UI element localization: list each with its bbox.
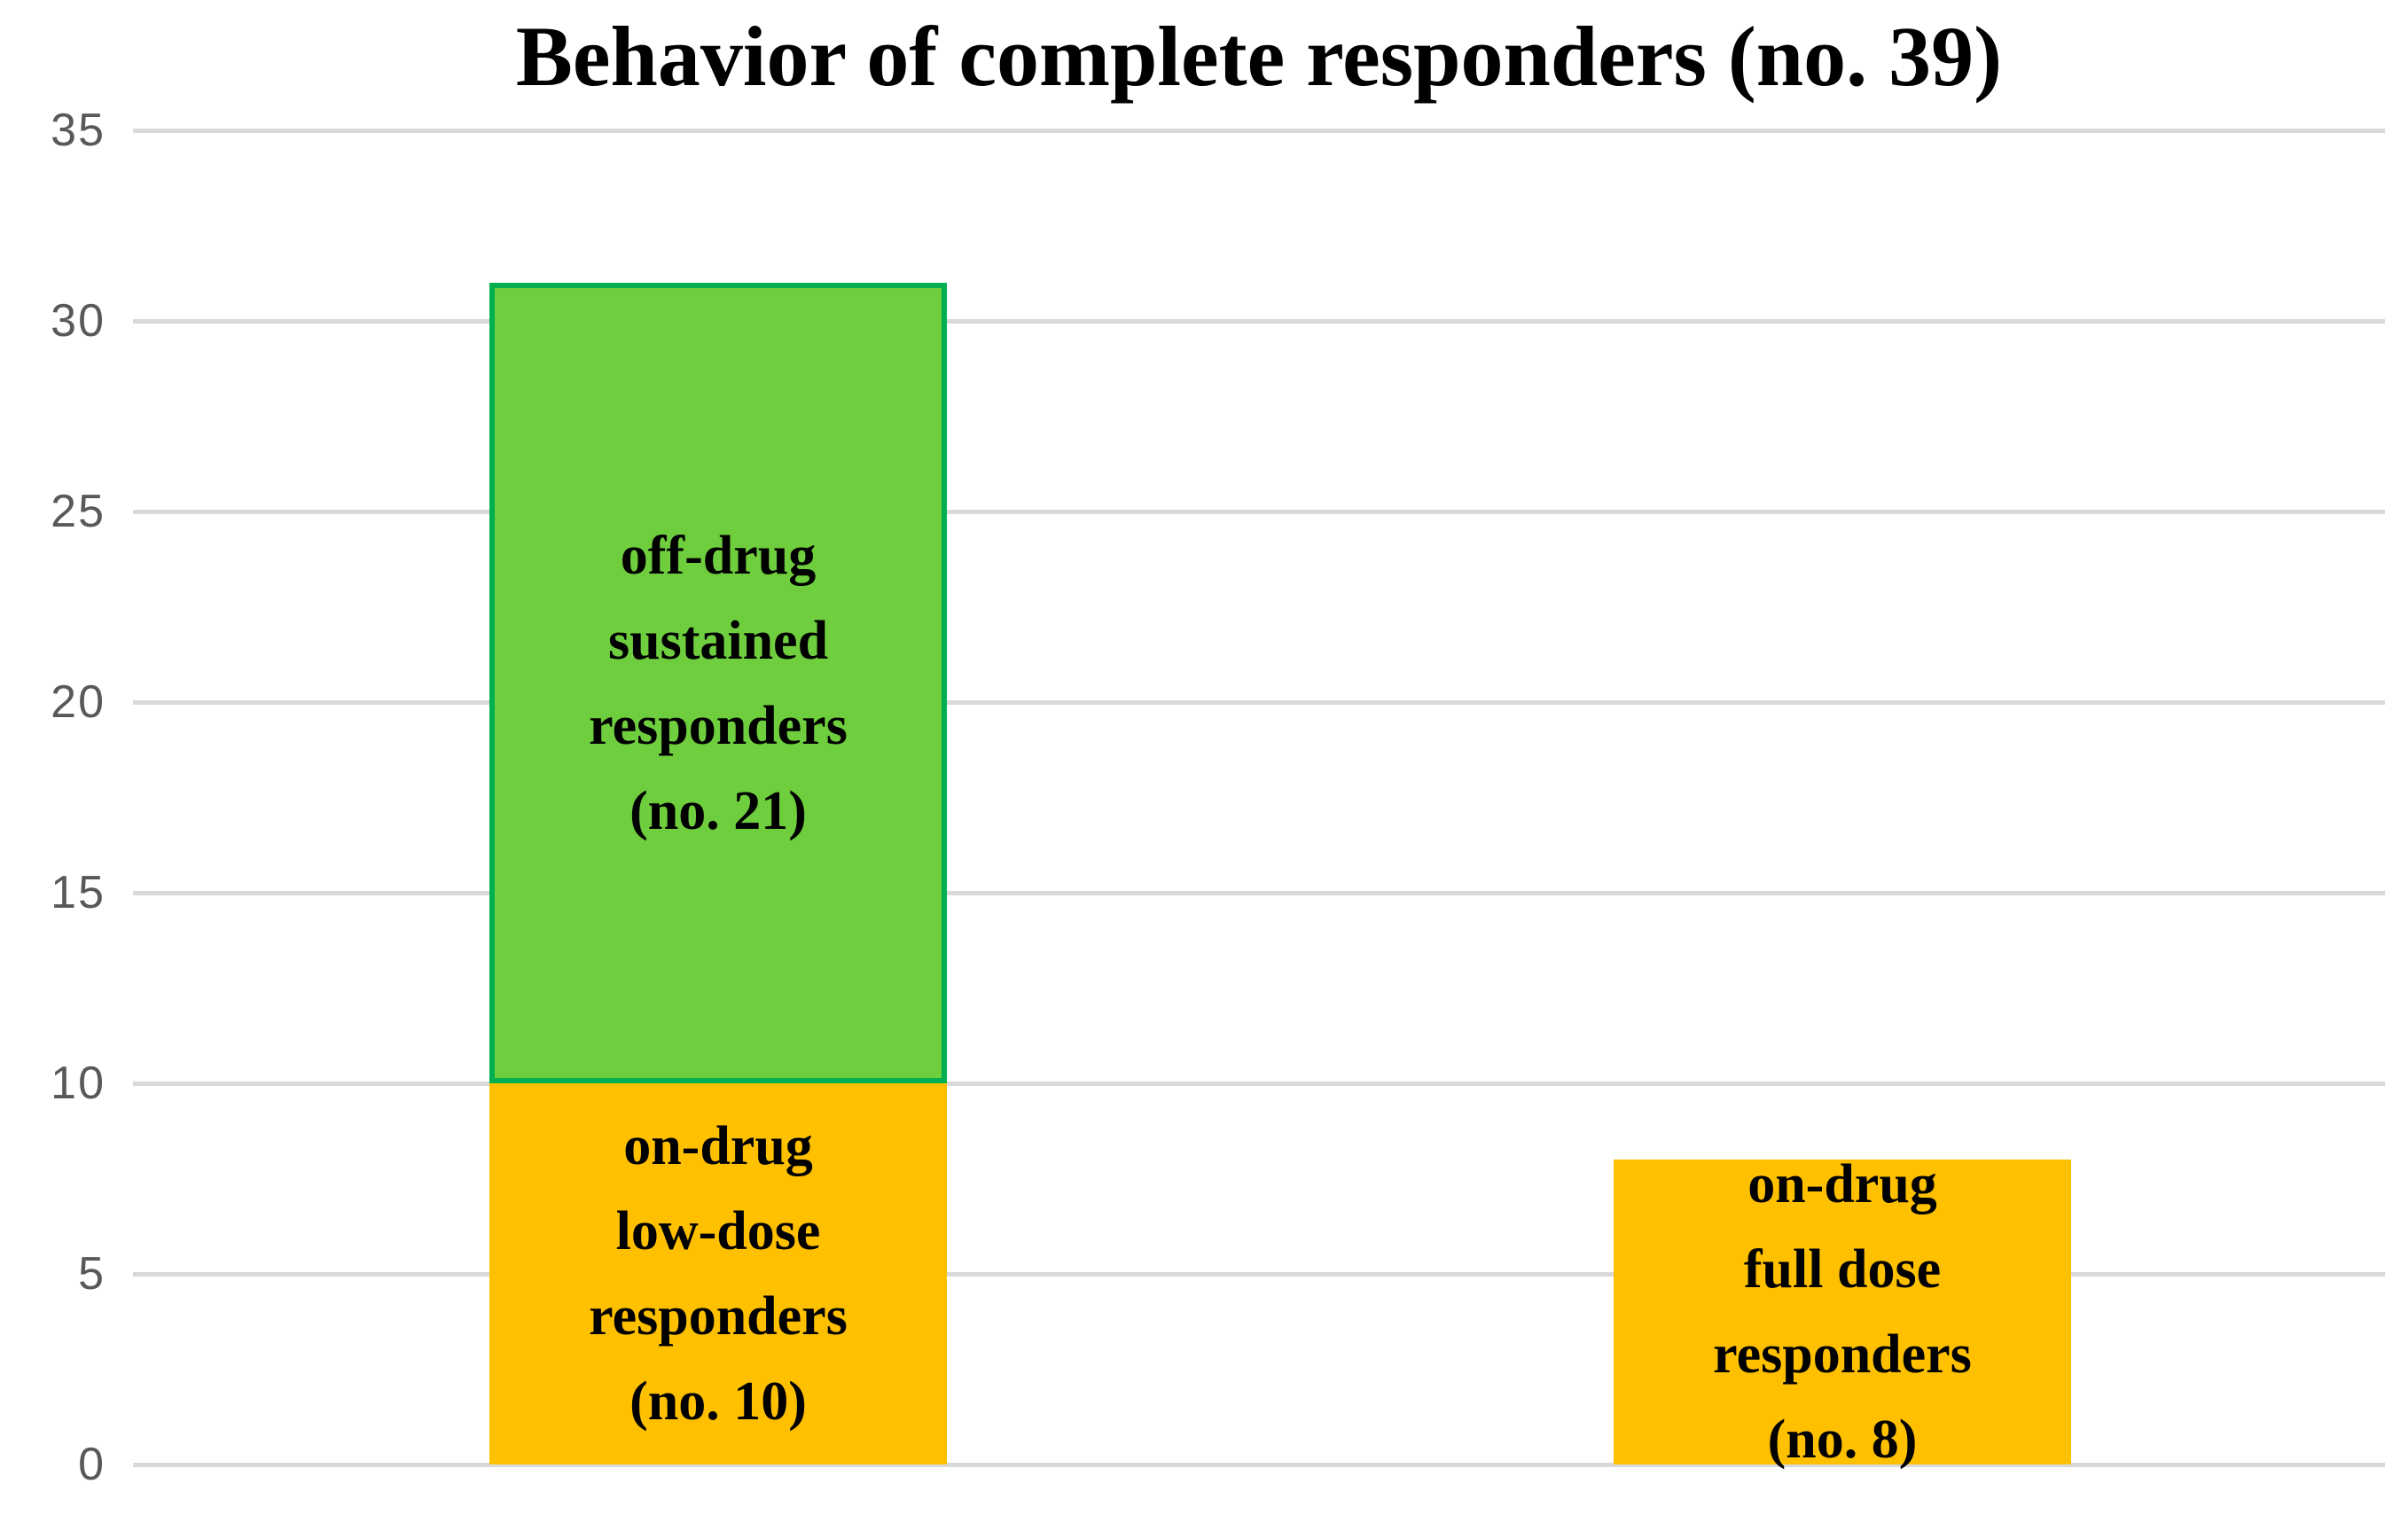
bar-segment: off-drug sustained responders (no. 21) bbox=[489, 283, 947, 1083]
chart-title: Behavior of complete responders (no. 39) bbox=[515, 9, 2003, 104]
bar-segment: on-drug low-dose responders (no. 10) bbox=[489, 1083, 947, 1464]
y-tick-label: 15 bbox=[51, 867, 106, 918]
y-tick-label: 10 bbox=[51, 1058, 106, 1109]
gridline bbox=[133, 1271, 2385, 1277]
bar-column: on-drug low-dose responders (no. 10) off-dru… bbox=[489, 130, 947, 1464]
bar-segment-label: on-drug full dose responders (no. 8) bbox=[1614, 1154, 2071, 1470]
bar-segment-label-line: low-dose bbox=[615, 1201, 821, 1261]
bar-segment-label-line: sustained bbox=[607, 610, 829, 671]
gridline bbox=[133, 699, 2385, 705]
y-tick-label: 5 bbox=[78, 1248, 106, 1300]
bar-segment: on-drug full dose responders (no. 8) bbox=[1614, 1154, 2071, 1470]
bar-segment-label-line: (no. 21) bbox=[629, 780, 807, 841]
y-tick-label: 20 bbox=[51, 676, 106, 728]
gridline bbox=[133, 890, 2385, 895]
bar-segment-label-line: (no. 10) bbox=[629, 1371, 807, 1432]
bar-segment-label-line: responders bbox=[589, 695, 848, 756]
y-tick-label: 30 bbox=[51, 295, 106, 347]
y-tick-label: 25 bbox=[51, 486, 106, 537]
bar-segment-label-line: on-drug bbox=[623, 1116, 813, 1176]
bar-segment-label-line: responders bbox=[1713, 1324, 1972, 1385]
gridline bbox=[133, 128, 2385, 133]
gridline bbox=[133, 1462, 2385, 1467]
bar-segment-label-line: (no. 8) bbox=[1767, 1410, 1918, 1470]
y-tick-label: 0 bbox=[78, 1439, 106, 1490]
bar-segment-label-line: responders bbox=[589, 1286, 848, 1347]
y-axis: 0 5 10 15 20 25 30 35 bbox=[0, 107, 111, 1488]
gridline bbox=[133, 318, 2385, 324]
bar-segment-label-line: off-drug bbox=[620, 525, 817, 586]
bar-segment-label: off-drug sustained responders (no. 21) bbox=[495, 288, 942, 1078]
y-tick-label: 35 bbox=[51, 105, 106, 156]
gridline bbox=[133, 1081, 2385, 1086]
plot-area: on-drug low-dose responders (no. 10) off-dru… bbox=[133, 128, 2385, 1470]
bar-segment-label-line: full dose bbox=[1743, 1239, 1942, 1300]
bar-segment-label: on-drug low-dose responders (no. 10) bbox=[489, 1083, 947, 1464]
bar-segment-label-line: on-drug bbox=[1747, 1154, 1937, 1214]
gridline bbox=[133, 509, 2385, 514]
bar-column: on-drug full dose responders (no. 8) bbox=[1614, 130, 2071, 1470]
